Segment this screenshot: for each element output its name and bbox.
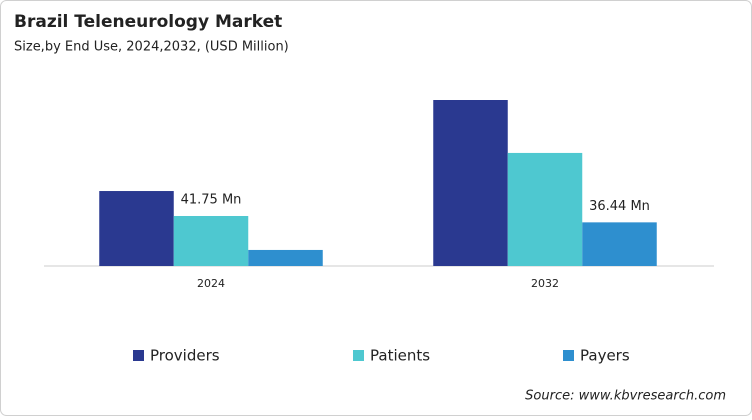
legend-swatch — [353, 350, 364, 361]
chart-title: Brazil Teleneurology Market — [14, 12, 282, 32]
legend-swatch — [563, 350, 574, 361]
x-tick-label: 2024 — [197, 277, 225, 290]
legend-label: Payers — [580, 347, 630, 365]
value-label: 41.75 Mn — [181, 192, 242, 207]
bar — [582, 222, 657, 266]
x-tick-label: 2032 — [531, 277, 559, 290]
legend-swatch — [133, 350, 144, 361]
bar — [248, 249, 323, 266]
legend-label: Providers — [150, 347, 220, 365]
bar — [507, 152, 583, 266]
value-label: 36.44 Mn — [589, 199, 650, 214]
legend-label: Patients — [370, 347, 430, 365]
bar — [99, 191, 174, 266]
bar — [433, 100, 508, 266]
source: Source: www.kbvresearch.com — [525, 389, 726, 404]
chart-subtitle: Size,by End Use, 2024,2032, (USD Million… — [14, 40, 289, 55]
bar — [173, 215, 249, 266]
